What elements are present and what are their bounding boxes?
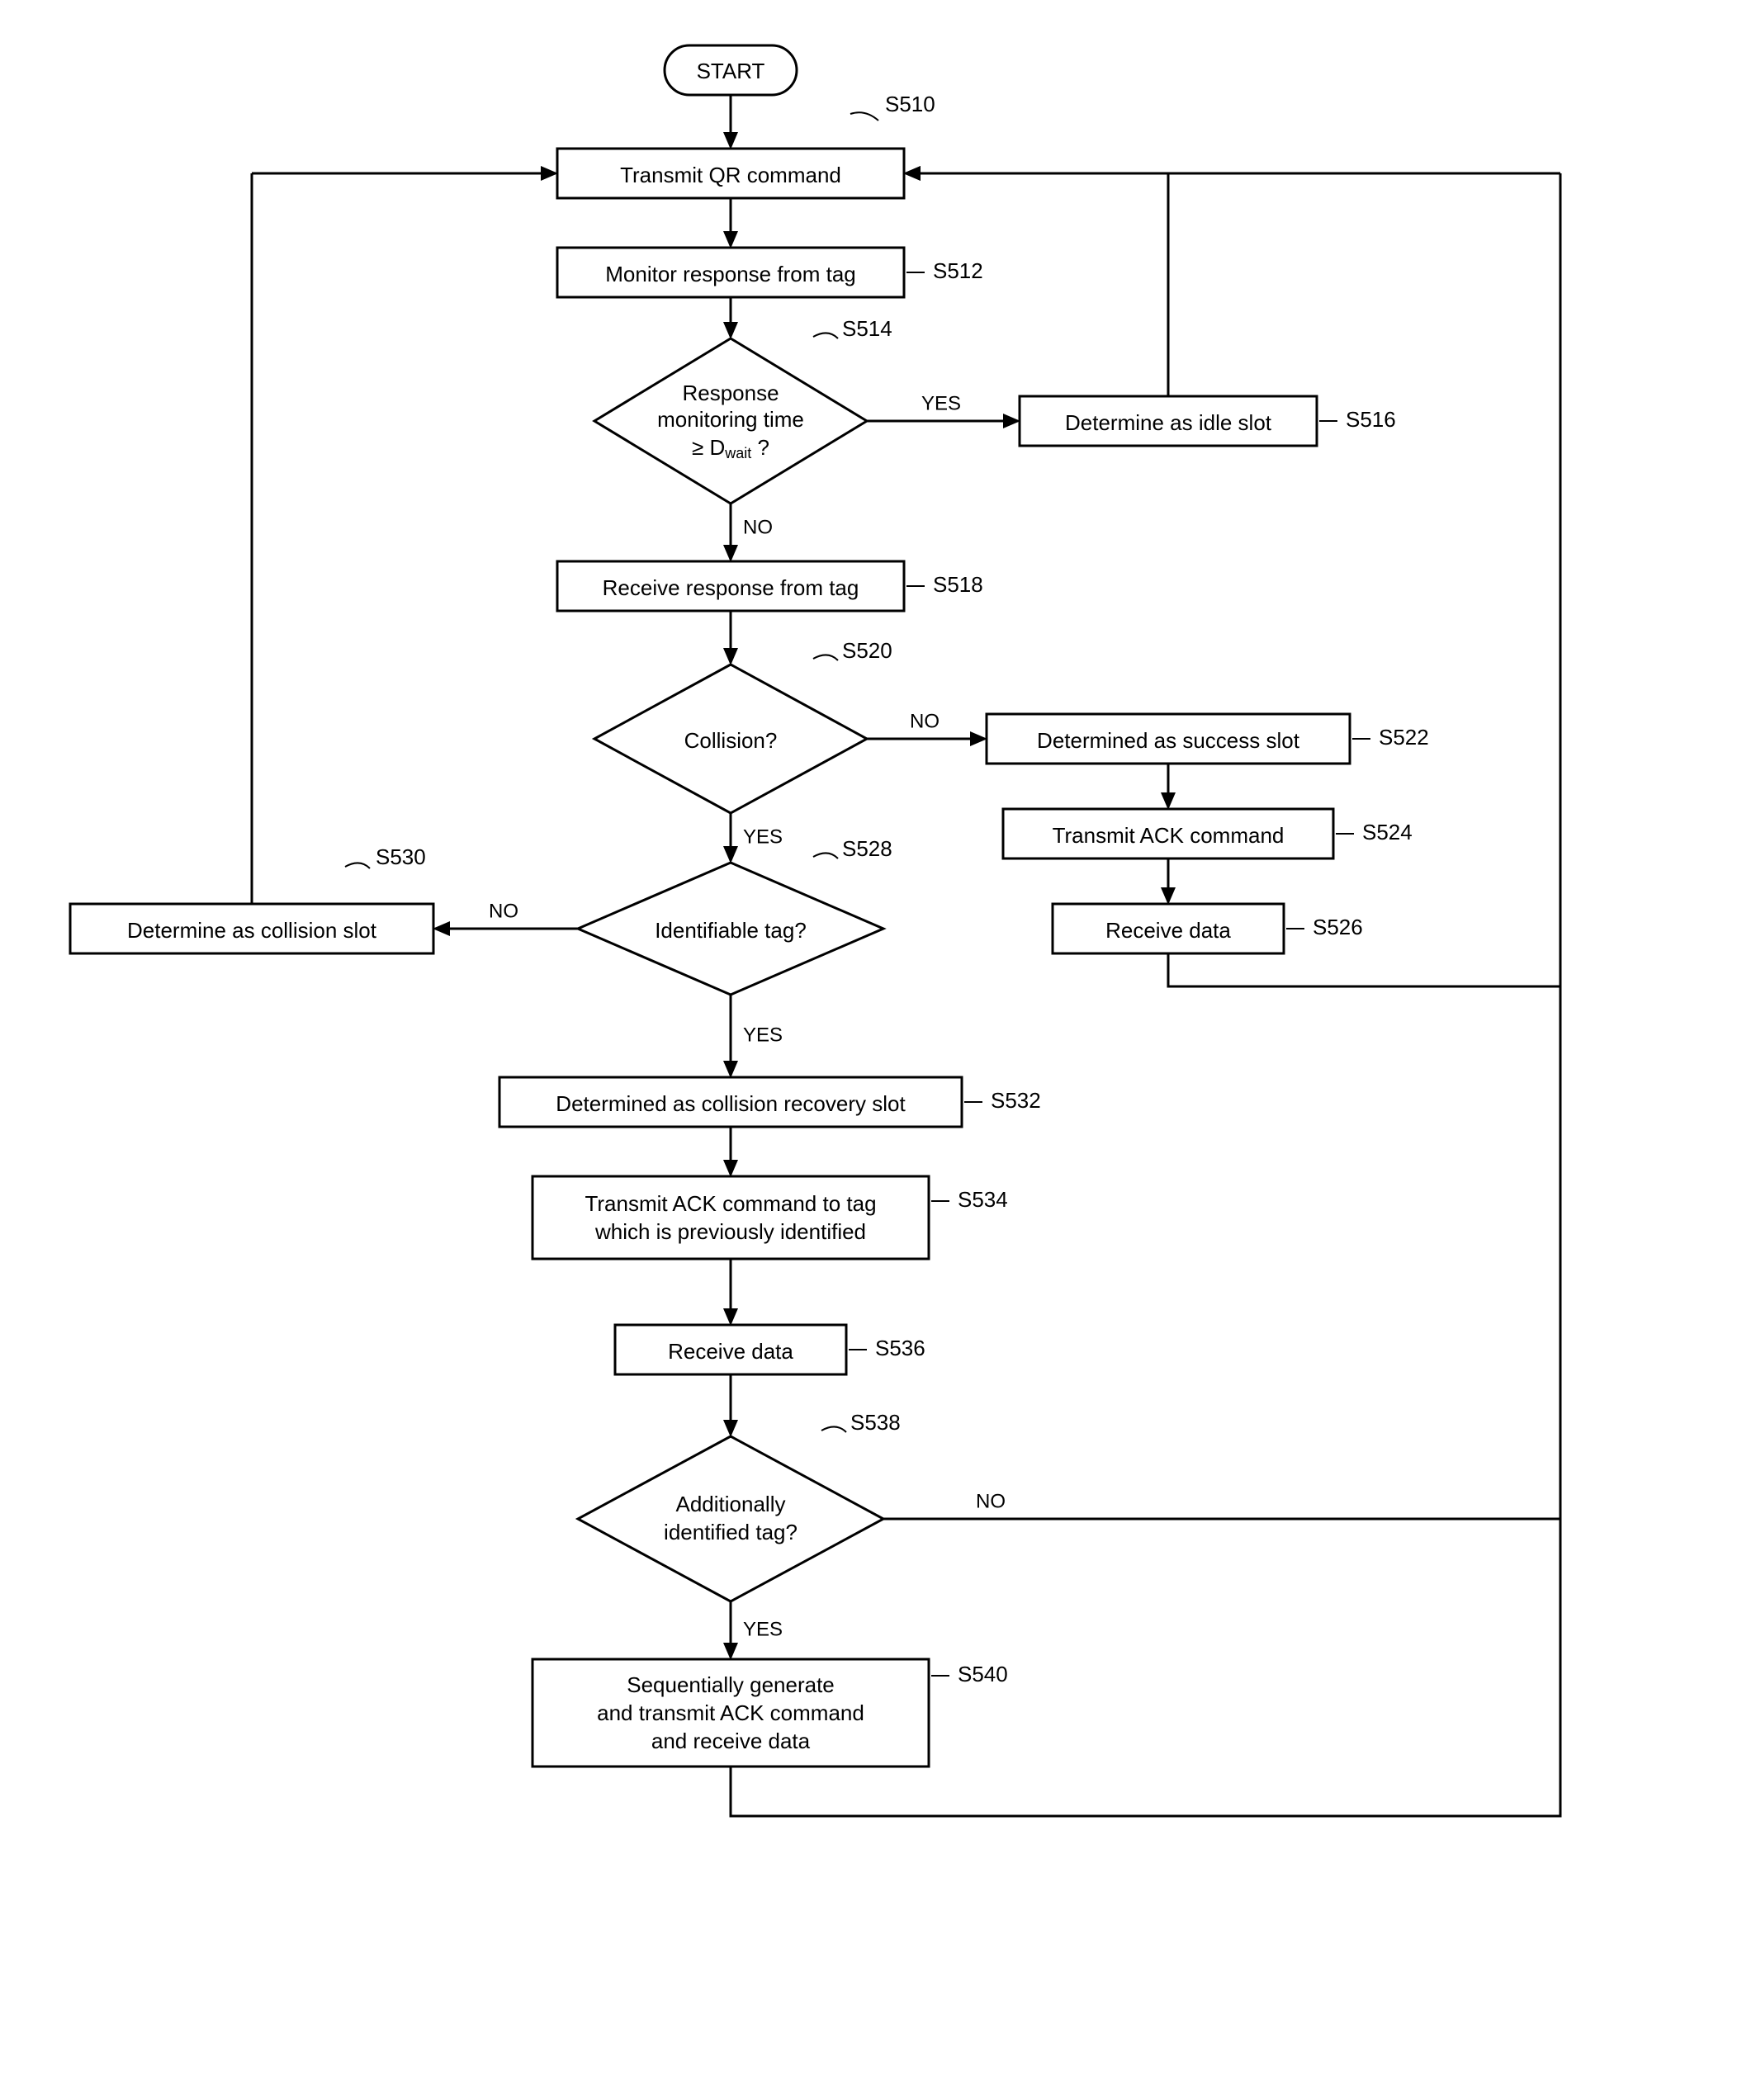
start-label: START — [697, 59, 765, 83]
s520-ref: S520 — [842, 638, 892, 663]
node-s514: Response monitoring time ≥ Dwait ? — [594, 338, 867, 504]
s518-label: Receive response from tag — [603, 575, 859, 600]
s532-label: Determined as collision recovery slot — [556, 1091, 906, 1116]
s522-label: Determined as success slot — [1037, 728, 1300, 753]
s534-label-l2: which is previously identified — [594, 1219, 866, 1244]
s530-label: Determine as collision slot — [127, 918, 377, 943]
s526-ref: S526 — [1313, 915, 1363, 939]
node-s516: Determine as idle slot — [1020, 396, 1317, 446]
s510-label: Transmit QR command — [620, 163, 841, 187]
node-s510: Transmit QR command — [557, 149, 904, 198]
s526-label: Receive data — [1105, 918, 1231, 943]
edge-s514-yes-label: YES — [921, 392, 961, 414]
s514-label-l1: Response — [682, 381, 779, 405]
s512-label: Monitor response from tag — [605, 262, 855, 286]
node-s536: Receive data — [615, 1325, 846, 1374]
s530-ref: S530 — [376, 844, 426, 869]
node-s532: Determined as collision recovery slot — [499, 1077, 962, 1127]
s520-label: Collision? — [684, 728, 778, 753]
edge-s528-yes-label: YES — [743, 1024, 783, 1046]
s536-label: Receive data — [668, 1339, 793, 1364]
s534-ref: S534 — [958, 1187, 1008, 1212]
node-start: START — [665, 45, 797, 95]
node-s520: Collision? — [594, 665, 867, 813]
node-s524: Transmit ACK command — [1003, 809, 1333, 858]
node-s526: Receive data — [1053, 904, 1284, 953]
edge-s520-yes-label: YES — [743, 825, 783, 848]
edge-s538-no-label: NO — [976, 1490, 1006, 1512]
node-s530: Determine as collision slot — [70, 904, 433, 953]
s516-ref: S516 — [1346, 407, 1396, 432]
s512-ref: S512 — [933, 258, 983, 283]
edge-s526-s510a — [1168, 173, 1560, 986]
s532-ref: S532 — [991, 1088, 1041, 1113]
edge-s538-s510 — [883, 986, 1560, 1519]
s516-label: Determine as idle slot — [1065, 410, 1272, 435]
node-s512: Monitor response from tag — [557, 248, 904, 297]
s514-ref: S514 — [842, 316, 892, 341]
s518-ref: S518 — [933, 572, 983, 597]
node-s528: Identifiable tag? — [578, 863, 883, 995]
s538-label-l1: Additionally — [676, 1492, 786, 1516]
edge-s514-no-label: NO — [743, 516, 773, 538]
node-s540: Sequentially generate and transmit ACK c… — [532, 1659, 929, 1767]
edge-s520-no-label: NO — [910, 710, 940, 732]
s528-ref: S528 — [842, 836, 892, 861]
s538-ref: S538 — [850, 1410, 901, 1435]
s540-ref: S540 — [958, 1662, 1008, 1686]
s540-label-l3: and receive data — [651, 1729, 811, 1753]
node-s522: Determined as success slot — [987, 714, 1350, 764]
s524-ref: S524 — [1362, 820, 1413, 844]
s536-ref: S536 — [875, 1336, 925, 1360]
s514-label-l2: monitoring time — [657, 407, 804, 432]
node-s538: Additionally identified tag? — [578, 1436, 883, 1601]
flowchart-canvas: START Transmit QR command S510 Monitor r… — [0, 0, 1756, 2100]
node-s518: Receive response from tag — [557, 561, 904, 611]
s524-label: Transmit ACK command — [1053, 823, 1285, 848]
s540-label-l1: Sequentially generate — [627, 1672, 835, 1697]
s528-label: Identifiable tag? — [655, 918, 807, 943]
s522-ref: S522 — [1379, 725, 1429, 750]
s540-label-l2: and transmit ACK command — [597, 1700, 864, 1725]
s538-label-l2: identified tag? — [664, 1520, 798, 1544]
edge-s528-no-label: NO — [489, 900, 518, 922]
node-s534: Transmit ACK command to tag which is pre… — [532, 1176, 929, 1259]
s534-label-l1: Transmit ACK command to tag — [585, 1191, 876, 1216]
s510-ref: S510 — [885, 92, 935, 116]
edge-s538-yes-label: YES — [743, 1618, 783, 1640]
